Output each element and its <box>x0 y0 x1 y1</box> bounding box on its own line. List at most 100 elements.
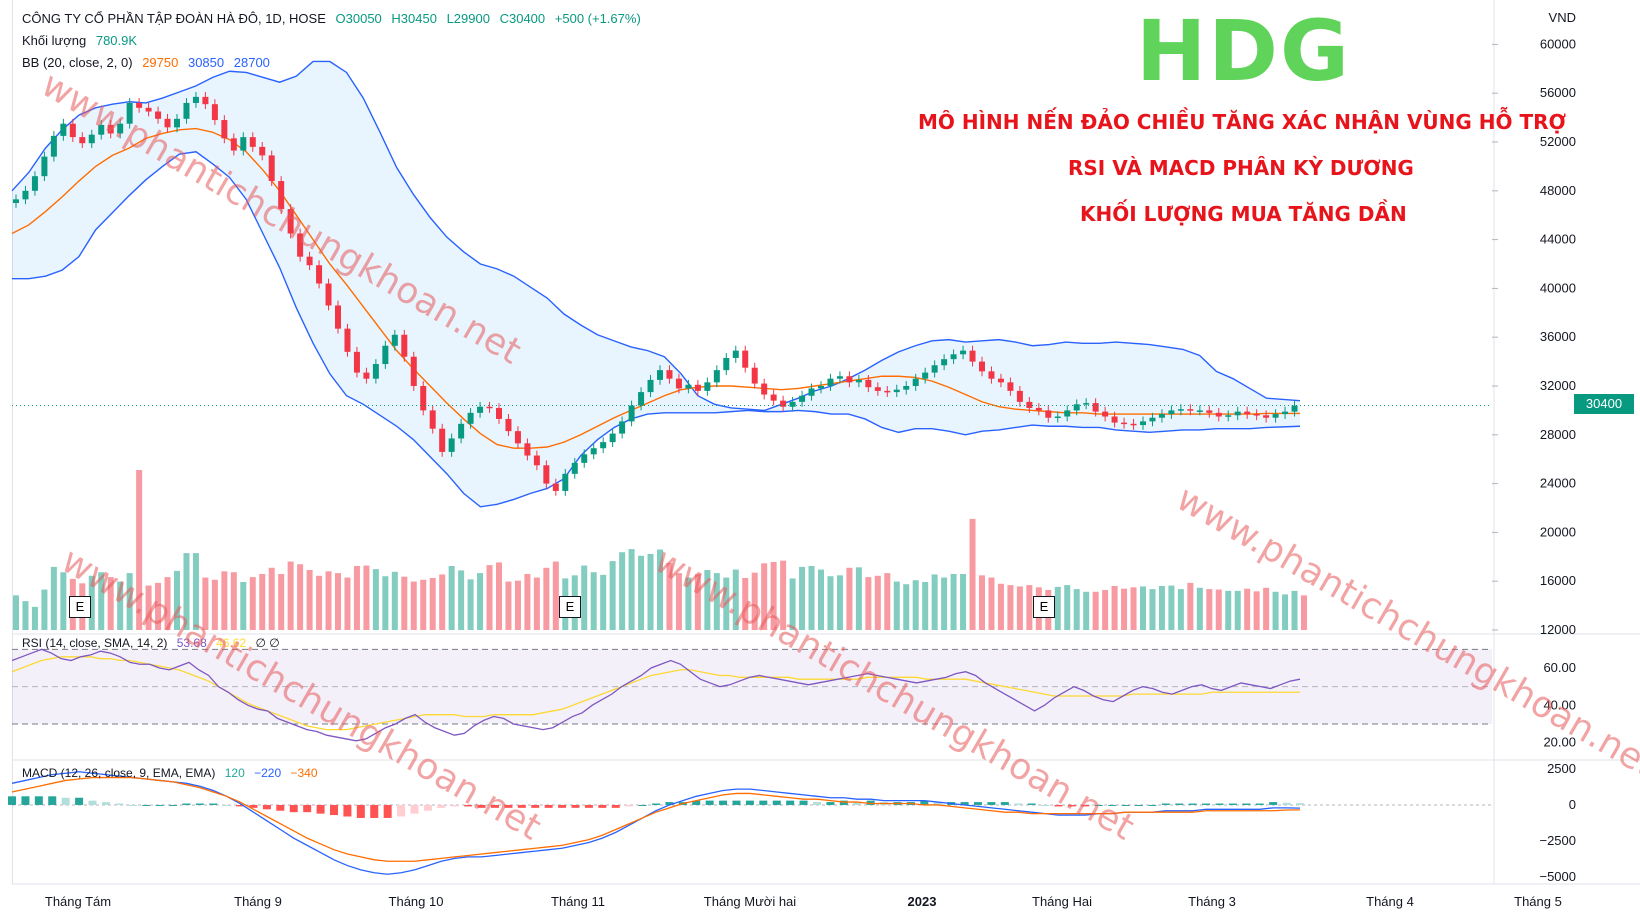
volume-bar <box>600 574 607 630</box>
macd-histogram-bar <box>8 796 16 805</box>
candle-body <box>477 406 484 413</box>
volume-bar <box>192 553 199 630</box>
low-value: L29900 <box>446 11 490 26</box>
rsi-value: 53.68 <box>176 636 207 650</box>
candle-body <box>202 96 209 105</box>
macd-histogram-bar <box>1202 803 1211 805</box>
candle-body <box>1168 410 1175 415</box>
volume-bar <box>325 571 332 630</box>
bb-label: BB (20, close, 2, 0) <box>22 55 133 70</box>
volume-bar <box>969 518 976 630</box>
macd-histogram-bar <box>531 804 540 808</box>
earnings-badge[interactable]: E <box>69 596 91 618</box>
bb-lower-value: 28700 <box>233 55 270 70</box>
earnings-badge[interactable]: E <box>1033 596 1055 618</box>
macd-histogram-bar <box>383 804 392 818</box>
macd-histogram-bar <box>48 796 57 805</box>
time-tick-label: Tháng Tám <box>45 894 111 909</box>
volume-bar <box>1168 585 1175 630</box>
volume-bar <box>202 577 209 630</box>
volume-bar <box>1102 590 1109 630</box>
candle-body <box>780 400 787 407</box>
volume-bar <box>780 560 787 630</box>
candle-body <box>865 379 872 388</box>
candle-body <box>145 107 152 112</box>
candle-body <box>1215 412 1222 417</box>
volume-bar <box>316 575 323 630</box>
price-tick-label: 36000 <box>1540 329 1576 344</box>
volume-bar <box>467 579 474 630</box>
volume-bar <box>117 581 124 630</box>
macd-histogram-bar <box>1148 804 1157 806</box>
volume-bar <box>335 573 341 630</box>
candle-body <box>174 118 180 128</box>
candle-body <box>590 448 597 455</box>
candle-body <box>912 378 919 386</box>
macd-histogram-bar <box>786 800 795 805</box>
volume-bar <box>1282 594 1289 630</box>
macd-signal-line <box>11 776 1301 862</box>
macd-histogram-bar <box>21 796 30 805</box>
macd-histogram-bar <box>437 804 446 808</box>
volume-bar <box>675 573 682 630</box>
bb-upper-line <box>11 60 1301 412</box>
time-tick-label: Tháng 4 <box>1366 894 1414 909</box>
macd-histogram-bar <box>759 800 768 805</box>
earnings-badge[interactable]: E <box>559 596 581 618</box>
candle-body <box>1073 404 1080 411</box>
macd-histogram-bar <box>652 803 660 805</box>
macd-histogram-bar <box>638 804 647 806</box>
rsi-sma-value: 46.62 <box>216 636 247 650</box>
candle-body <box>221 120 228 139</box>
candle-body <box>164 118 171 128</box>
volume-bar <box>524 574 531 630</box>
macd-histogram-bar <box>423 804 432 811</box>
candle-body <box>410 356 417 386</box>
time-tick-label: Tháng 5 <box>1514 894 1562 909</box>
price-tick-label: 52000 <box>1540 134 1576 149</box>
macd-histogram-bar <box>222 804 231 806</box>
volume-bar <box>505 581 512 630</box>
candle-body <box>1111 416 1118 423</box>
volume-bar <box>799 566 806 630</box>
close-value: C30400 <box>499 11 546 26</box>
symbol-line: CÔNG TY CỔ PHẦN TẬP ĐOÀN HÀ ĐÔ, 1D, HOSE <box>22 11 326 26</box>
candle-body <box>1177 409 1184 411</box>
macd-label: MACD (12, 26, close, 9, EMA, EMA) <box>22 766 216 780</box>
candle-body <box>1064 410 1071 417</box>
volume-bar <box>922 582 929 630</box>
change-value: +500 (+1.67%) <box>554 11 641 26</box>
rsi-extra: ∅ ∅ <box>255 636 280 650</box>
volume-bar <box>685 577 692 630</box>
time-tick-label: Tháng 10 <box>389 894 444 909</box>
volume-bar <box>941 577 948 630</box>
candle-body <box>694 384 701 391</box>
volume-bar <box>1291 590 1298 630</box>
candle-body <box>278 181 285 210</box>
macd-signal-value: −340 <box>290 766 318 780</box>
volume-bar <box>619 552 626 630</box>
macd-histogram-bar <box>370 804 379 818</box>
open-value: O30050 <box>335 11 382 26</box>
volume-bar <box>723 577 730 630</box>
macd-histogram-bar <box>343 804 352 817</box>
macd-histogram-bar <box>1108 804 1117 806</box>
volume-bar <box>514 580 521 630</box>
macd-histogram-bar <box>356 804 365 818</box>
candle-body <box>79 137 86 144</box>
macd-histogram-bar <box>1161 803 1170 805</box>
volume-bar <box>960 574 967 630</box>
high-value: H30450 <box>391 11 437 26</box>
volume-bar <box>865 577 872 630</box>
last-price-tag: 30400 <box>1574 394 1634 414</box>
volume-bar <box>221 571 228 630</box>
candle-body <box>382 345 389 365</box>
candle-body <box>1196 410 1203 412</box>
candle-body <box>581 454 588 463</box>
time-tick-label: Tháng 9 <box>234 894 282 909</box>
volume-bar <box>761 563 768 630</box>
candle-body <box>240 137 247 151</box>
macd-histogram-bar <box>1054 804 1063 807</box>
macd-histogram-bar <box>960 802 969 805</box>
